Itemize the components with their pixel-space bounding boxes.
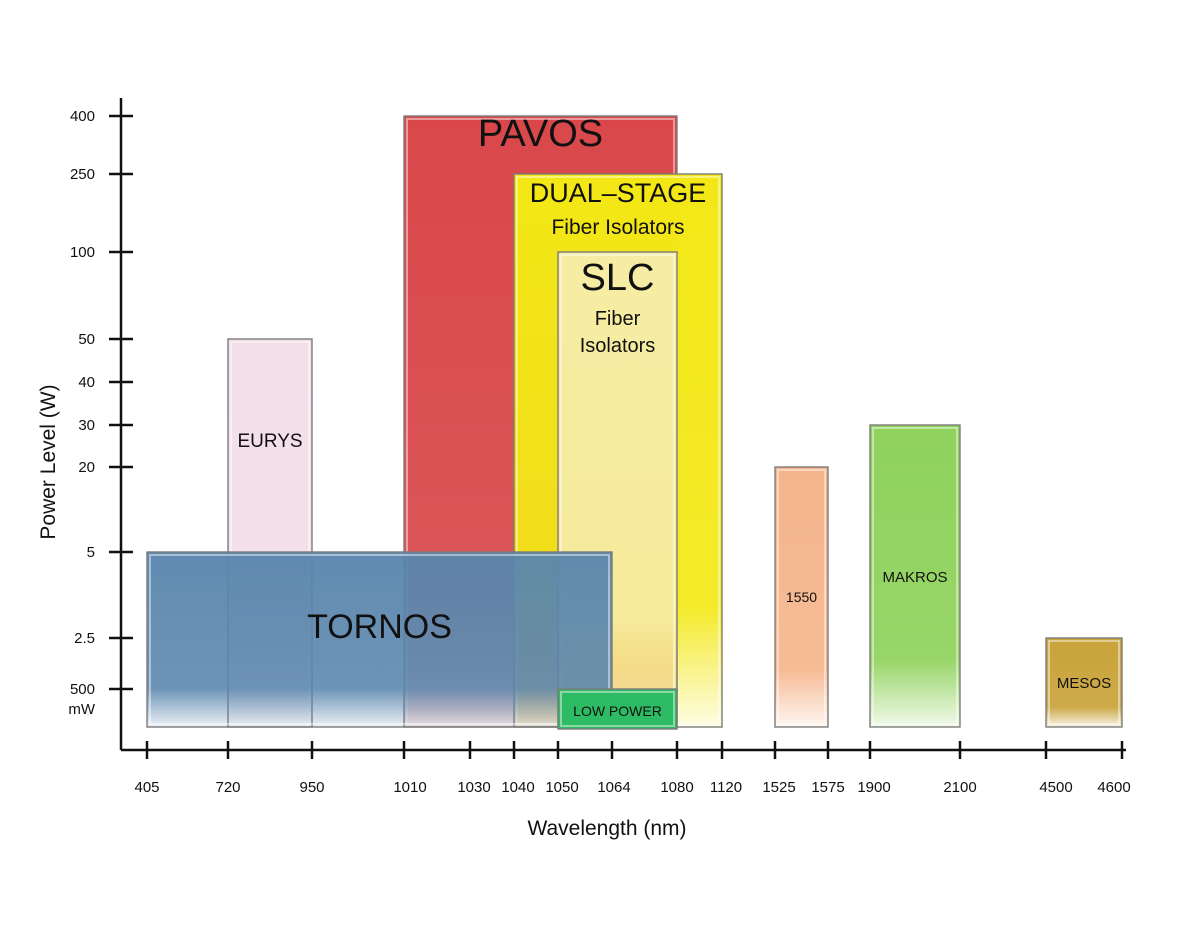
y-tick-label: 5 [87,544,95,561]
bar-bevel-1550 [777,469,826,725]
bar-bevel-tornos [149,554,610,725]
x-tick-label: 1120 [710,779,742,796]
y-tick-label: 20 [78,459,95,476]
bar-label-low-power-0: LOW POWER [573,703,662,719]
y-tick-label: 500 [70,681,95,698]
x-tick-label: 1010 [393,779,426,796]
x-tick-label: 4500 [1039,779,1072,796]
bar-label-makros-0: MAKROS [882,569,947,586]
x-tick-label: 950 [299,779,324,796]
x-tick-label: 1525 [762,779,795,796]
bar-label-mesos-0: MESOS [1057,675,1111,692]
y-tick-label: 30 [78,417,95,434]
y-axis-title: Power Level (W) [37,384,60,539]
bar-mesos [1045,637,1123,728]
x-tick-label: 405 [134,779,159,796]
bar-label-slc-1: Fiber [595,308,641,330]
x-tick-label: 720 [215,779,240,796]
y-tick-label: 40 [78,374,95,391]
y-tick-label: 250 [70,166,95,183]
bar-label-tornos-0: TORNOS [307,608,452,646]
bar-labels-layer: PAVOS DUAL–STAGE Fiber Isolators SLC Fiber Is… [237,113,1111,719]
bar-label-dual-stage-1: Fiber Isolators [551,216,684,239]
bar-makros [869,424,961,728]
x-tick-label: 2100 [943,779,976,796]
bar-low-power [557,688,678,730]
bar-label-slc-2: Isolators [580,335,656,357]
bar-tornos [146,551,613,728]
x-tick-label: 1050 [545,779,578,796]
x-tick-label: 1030 [457,779,490,796]
bar-label-dual-stage-0: DUAL–STAGE [530,178,707,208]
x-tick-label: 1040 [501,779,534,796]
bar-label-eurys-0: EURYS [237,431,302,452]
bar-bevel-mesos [1048,640,1120,725]
x-tick-label: 1080 [660,779,693,796]
y-tick-label: 400 [70,108,95,125]
y-tick-label: mW [68,701,95,718]
y-tick-label: 2.5 [74,630,95,647]
y-tick-label: 100 [70,244,95,261]
x-tick-label: 1900 [857,779,890,796]
axes-layer: 500 mW 2.5 5 20 30 40 50 100 250 400 405 720 950 1010 1… [68,98,1131,796]
bar-label-slc-0: SLC [581,257,655,299]
x-tick-label: 4600 [1097,779,1130,796]
bar-label-pavos-0: PAVOS [478,113,603,155]
x-tick-label: 1575 [811,779,844,796]
x-axis-title: Wavelength (nm) [527,817,686,840]
bar-bevel-makros [872,427,958,725]
bars-layer [146,115,1123,730]
bar-label-1550-0: 1550 [786,589,817,605]
bar-bevel-low-power [560,691,675,727]
bar-1550 [774,466,829,728]
x-tick-label: 1064 [597,779,630,796]
y-tick-label: 50 [78,331,95,348]
